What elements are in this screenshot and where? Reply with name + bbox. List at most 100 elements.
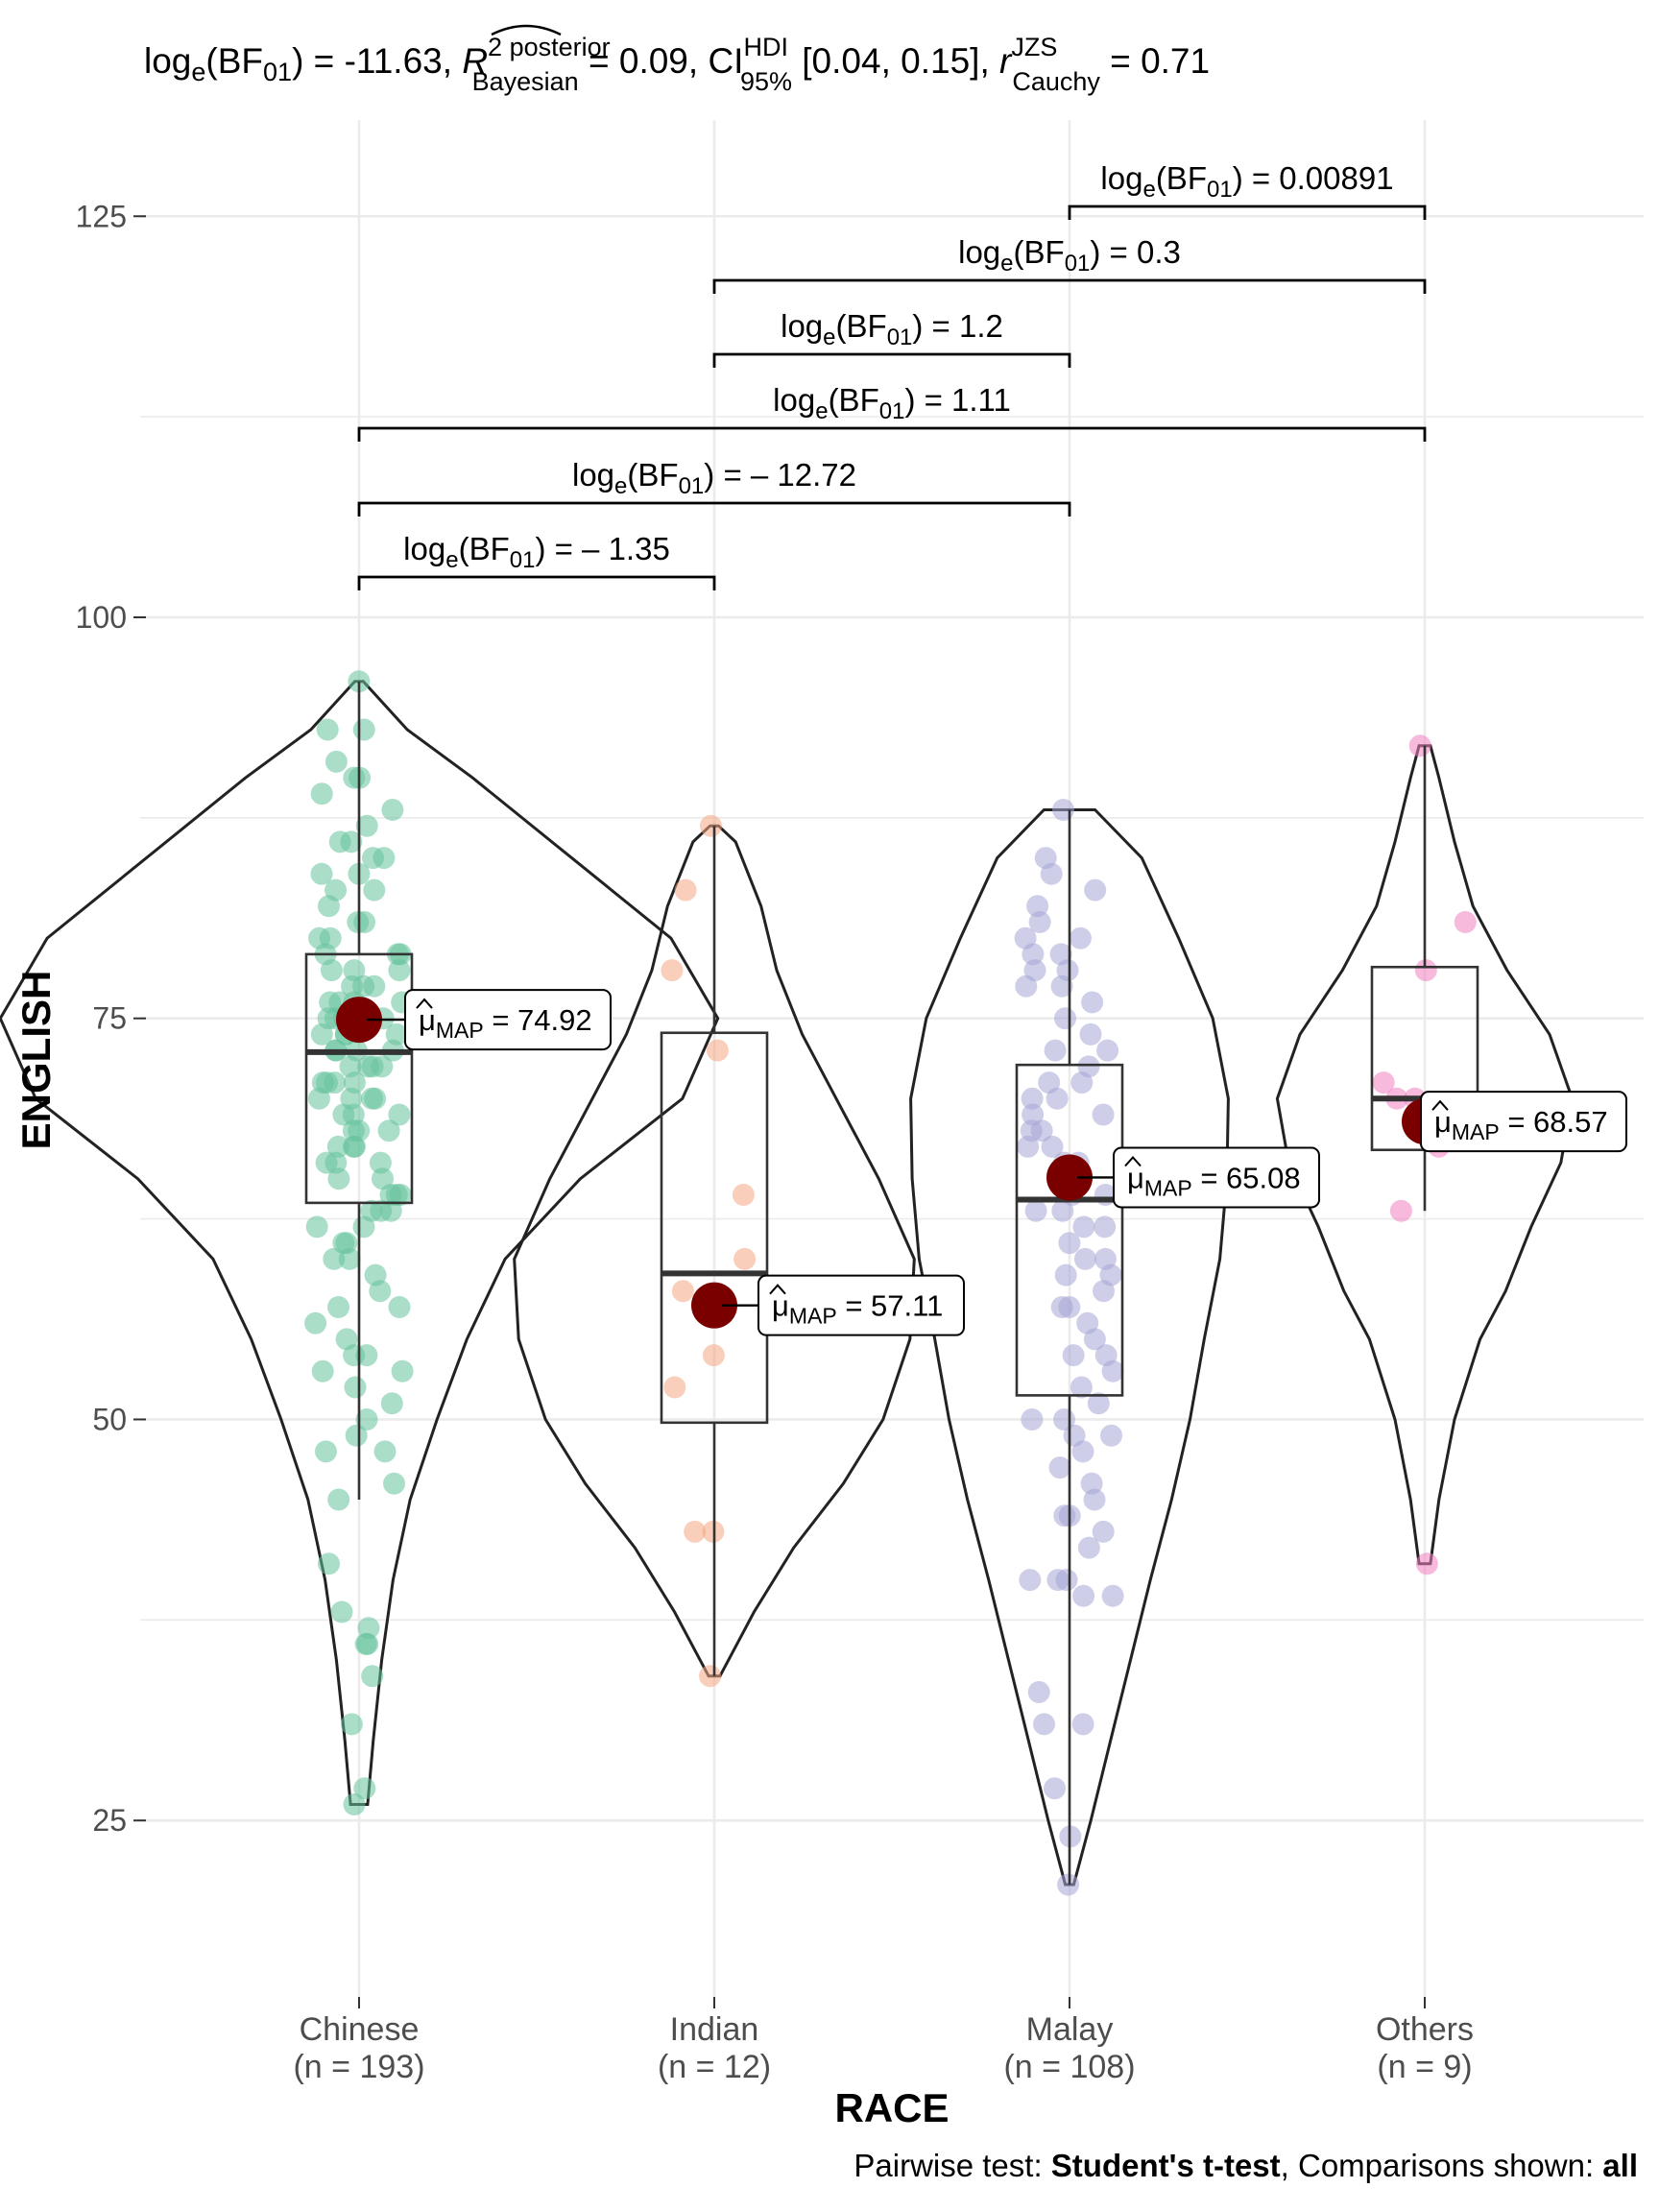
data-point xyxy=(1062,1344,1085,1367)
data-point xyxy=(388,959,411,982)
data-point xyxy=(318,895,340,918)
data-point xyxy=(1030,1119,1053,1142)
mean-label-hat xyxy=(1124,1155,1142,1167)
subtitle-r-cauchy: 0.71 xyxy=(1141,41,1210,81)
data-point xyxy=(1101,1359,1124,1382)
box xyxy=(304,952,414,1205)
mean-point xyxy=(336,997,382,1044)
data-point xyxy=(1028,911,1051,933)
comparison-label: loge(BF01) = 0.00891 xyxy=(1100,160,1393,203)
data-point xyxy=(732,1184,755,1206)
data-point xyxy=(733,1247,757,1270)
data-point xyxy=(318,1552,340,1575)
mean-label-hat xyxy=(769,1284,786,1295)
data-point xyxy=(1070,1376,1093,1399)
data-point xyxy=(328,830,351,854)
box xyxy=(660,1031,769,1425)
data-point xyxy=(377,1119,400,1142)
data-point xyxy=(343,1793,366,1815)
data-point xyxy=(671,1280,694,1303)
data-point xyxy=(1033,1713,1055,1736)
data-point xyxy=(338,1247,361,1270)
data-point xyxy=(304,1311,327,1334)
data-point xyxy=(1389,1199,1412,1222)
data-point xyxy=(388,1296,411,1318)
data-point xyxy=(1058,1232,1081,1255)
data-point xyxy=(1077,1536,1100,1559)
data-point xyxy=(310,782,333,805)
data-point xyxy=(1073,1247,1096,1270)
data-point xyxy=(1058,1296,1081,1318)
comparison-bracket xyxy=(357,575,716,590)
y-tick-label: 75 xyxy=(92,1001,127,1036)
mean-label-box xyxy=(404,989,612,1051)
data-point xyxy=(327,1488,350,1511)
data-point xyxy=(1024,1199,1047,1222)
y-tick-label: 125 xyxy=(76,199,127,233)
data-point xyxy=(305,1215,328,1238)
data-point xyxy=(320,959,343,982)
data-point xyxy=(380,1392,403,1415)
data-point xyxy=(1021,1408,1044,1431)
data-point xyxy=(1071,1713,1094,1736)
comparison-label: loge(BF01) = 1.2 xyxy=(781,308,1003,350)
y-tick-label: 25 xyxy=(92,1803,127,1838)
data-point xyxy=(353,1777,376,1800)
x-tick-label: Chinese xyxy=(300,2011,420,2048)
data-point xyxy=(361,1665,384,1688)
data-point xyxy=(1079,1022,1102,1046)
data-point xyxy=(1072,1215,1095,1238)
data-point xyxy=(311,1359,334,1382)
data-point xyxy=(1072,1584,1095,1607)
data-point xyxy=(1094,1215,1117,1238)
data-point xyxy=(1055,1569,1078,1592)
mean-label-box xyxy=(1113,1146,1320,1209)
x-tick-n-label: (n = 12) xyxy=(658,2049,771,2085)
x-tick-n-label: (n = 193) xyxy=(293,2049,424,2085)
violin xyxy=(909,808,1230,1887)
x-axis: Chinese(n = 193) Indian(n = 12) Malay(n = … xyxy=(293,1997,1474,2085)
data-point xyxy=(325,750,348,773)
data-point xyxy=(1044,1777,1066,1800)
data-point xyxy=(1027,1681,1050,1703)
data-point xyxy=(1408,734,1431,757)
data-point xyxy=(323,1247,346,1270)
caption-middle: , Comparisons shown: xyxy=(1281,2148,1603,2183)
group-indian xyxy=(513,814,916,1688)
comparison-label: loge(BF01) = 1.11 xyxy=(773,382,1011,424)
data-point xyxy=(700,814,722,837)
data-point xyxy=(352,1215,375,1238)
data-point xyxy=(315,1440,337,1463)
data-point xyxy=(1052,799,1074,821)
data-point xyxy=(1044,1039,1067,1062)
chart-subtitle: loge(BF01) = -11.63, R2 posterior Bayesia… xyxy=(144,33,1210,96)
data-point xyxy=(1084,878,1107,902)
data-point xyxy=(373,1440,397,1463)
data-point xyxy=(363,974,386,998)
data-point xyxy=(1054,1007,1076,1030)
data-point xyxy=(381,799,404,821)
data-point xyxy=(1021,1087,1044,1110)
data-point xyxy=(354,1632,377,1655)
y-tick-label: 100 xyxy=(76,600,127,635)
data-point xyxy=(361,1087,383,1110)
mean-label: μMAP = 68.57 xyxy=(1434,1105,1608,1144)
data-point xyxy=(1046,1087,1069,1110)
x-tick-label: Malay xyxy=(1026,2011,1114,2048)
comparison-bracket xyxy=(1068,204,1427,220)
data-point xyxy=(702,1344,725,1367)
data-point xyxy=(330,1600,353,1623)
data-point xyxy=(344,1376,367,1399)
box xyxy=(1015,1063,1124,1397)
data-point xyxy=(1050,974,1073,998)
x-tick-n-label: (n = 108) xyxy=(1003,2049,1135,2085)
comparison-bracket xyxy=(357,501,1071,517)
data-point xyxy=(355,814,378,837)
x-tick-label: Indian xyxy=(670,2011,759,2048)
caption-test: Student's t-test xyxy=(1051,2148,1281,2183)
data-point xyxy=(1096,1039,1119,1062)
data-point xyxy=(1093,1280,1115,1303)
data-point xyxy=(1057,1873,1080,1896)
y-axis-title: ENGLISH xyxy=(13,971,59,1150)
data-point xyxy=(1414,959,1437,982)
